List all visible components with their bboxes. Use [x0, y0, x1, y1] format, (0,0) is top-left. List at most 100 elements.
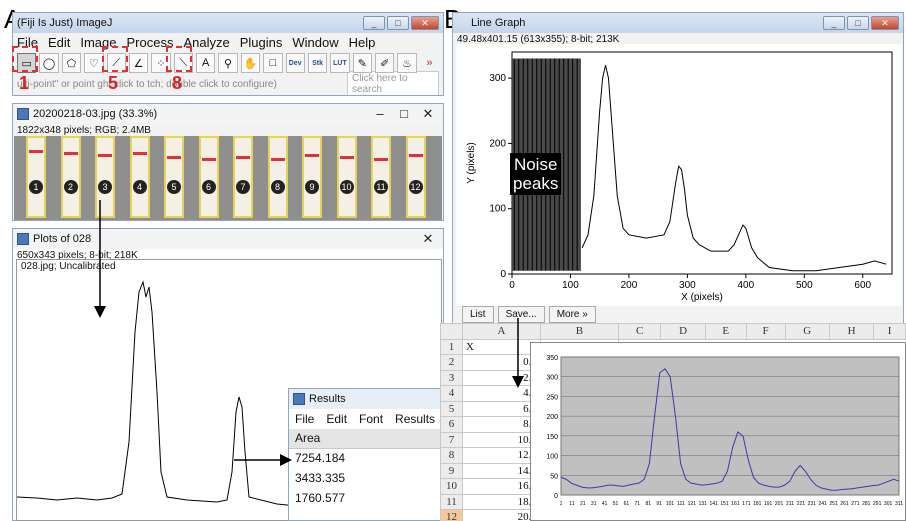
column-header[interactable]: [440, 323, 463, 340]
search-input[interactable]: Click here to search: [347, 71, 439, 95]
spreadsheet-cell[interactable]: 0.5: [462, 354, 541, 371]
column-header[interactable]: G: [784, 323, 830, 340]
multipoint-tool-icon[interactable]: ⁘: [151, 53, 171, 73]
column-header[interactable]: B: [539, 323, 619, 340]
maximize-button[interactable]: □: [387, 16, 409, 30]
image-window-title: 20200218-03.jpg (33.3%): [33, 108, 158, 120]
list-button[interactable]: List: [462, 306, 494, 323]
column-header[interactable]: H: [828, 323, 875, 340]
row-header[interactable]: 7: [440, 431, 463, 448]
callout-box-rectangle: [12, 46, 38, 72]
column-header[interactable]: C: [617, 323, 662, 340]
imagej-title: (Fiji Is Just) ImageJ: [17, 17, 113, 29]
spreadsheet-cell[interactable]: 12.5: [462, 447, 541, 464]
freehand-tool-icon[interactable]: ♡: [84, 53, 104, 73]
close-icon[interactable]: ✕: [422, 106, 434, 121]
flood-fill-tool-icon[interactable]: ♨: [397, 53, 417, 73]
line-tool-icon[interactable]: ⟋: [106, 53, 126, 73]
menu-analyze[interactable]: Analyze: [183, 34, 230, 50]
results-menu-file[interactable]: File: [295, 412, 315, 426]
menu-help[interactable]: Help: [348, 34, 376, 50]
spreadsheet-cell[interactable]: 4.5: [462, 385, 541, 402]
maximize-button[interactable]: □: [847, 16, 869, 30]
y-tick-label: 300: [489, 73, 506, 84]
row-header[interactable]: 6: [440, 416, 463, 433]
spreadsheet-cell[interactable]: X: [462, 338, 541, 355]
column-header[interactable]: A: [462, 323, 541, 340]
text-tool-icon[interactable]: A: [196, 53, 216, 73]
column-header[interactable]: I: [873, 323, 906, 340]
spreadsheet-cell[interactable]: 20.5: [462, 509, 541, 521]
plot-subtitle: 028.jpg; Uncalibrated: [21, 261, 116, 272]
row-header[interactable]: 10: [440, 478, 463, 495]
results-column-header[interactable]: Area: [289, 429, 443, 449]
dev-tool-icon[interactable]: Dev: [285, 53, 305, 73]
test-line-band: [167, 156, 181, 159]
row-header[interactable]: 12: [440, 509, 463, 521]
results-menu-results[interactable]: Results: [395, 412, 436, 426]
image-icon: [17, 108, 29, 120]
wand-tool-icon[interactable]: ⟍: [173, 53, 193, 73]
maximize-icon[interactable]: □: [400, 106, 408, 121]
column-header[interactable]: F: [745, 323, 786, 340]
results-row[interactable]: 3433.335: [289, 469, 443, 489]
spreadsheet-cell[interactable]: 14.5: [462, 462, 541, 479]
row-header[interactable]: 11: [440, 493, 463, 510]
menu-process[interactable]: Process: [126, 34, 174, 50]
stk-tool-icon[interactable]: Stk: [307, 53, 328, 73]
close-button[interactable]: ✕: [871, 16, 899, 30]
menu-edit[interactable]: Edit: [47, 34, 71, 50]
more-button[interactable]: More »: [548, 306, 596, 323]
spreadsheet-cell[interactable]: 8.5: [462, 416, 541, 433]
menu-image[interactable]: Image: [80, 34, 117, 50]
spreadsheet-cell[interactable]: 16.5: [462, 478, 541, 495]
results-row[interactable]: 7254.184: [289, 449, 443, 469]
angle-tool-icon[interactable]: ∠: [128, 53, 149, 73]
column-header[interactable]: E: [704, 323, 747, 340]
row-header[interactable]: 2: [440, 354, 463, 371]
results-row[interactable]: 1760.577: [289, 489, 443, 509]
polygon-tool-icon[interactable]: ⬠: [61, 53, 82, 73]
spreadsheet-cell[interactable]: 18.5: [462, 493, 541, 510]
row-header[interactable]: 9: [440, 462, 463, 479]
spreadsheet-cell[interactable]: 2.5: [462, 369, 541, 386]
hand-tool-icon[interactable]: ✋: [240, 53, 261, 73]
excel-x-tick-label: 71: [635, 501, 641, 507]
test-strip-image[interactable]: 1 2 3 4 5 6 7 8 9 10 11 12: [14, 136, 442, 220]
results-menu-font[interactable]: Font: [359, 412, 384, 426]
row-header[interactable]: 5: [440, 400, 463, 417]
row-header[interactable]: 3: [440, 369, 463, 386]
lut-tool-icon[interactable]: LUT: [330, 53, 350, 73]
strip-number: 1: [29, 180, 43, 194]
menu-file[interactable]: File: [17, 34, 38, 50]
minimize-button[interactable]: _: [823, 16, 845, 30]
strip-number: 9: [305, 180, 319, 194]
row-header[interactable]: 4: [440, 385, 463, 402]
minimize-button[interactable]: _: [363, 16, 385, 30]
excel-x-tick-label: 31: [591, 501, 597, 507]
y-tick-label: 100: [489, 204, 506, 215]
save-button[interactable]: Save...: [497, 306, 545, 323]
test-line-band: [305, 154, 319, 157]
close-button[interactable]: ✕: [411, 16, 439, 30]
pencil-tool-icon[interactable]: ✎: [352, 53, 372, 73]
minimize-icon[interactable]: –: [376, 106, 384, 121]
close-icon[interactable]: ✕: [422, 231, 434, 246]
results-menu-edit[interactable]: Edit: [326, 412, 348, 426]
more-tools-icon[interactable]: »: [426, 57, 433, 69]
spreadsheet-cell[interactable]: 10.5: [462, 431, 541, 448]
x-tick-label: 0: [509, 280, 515, 291]
spreadsheet-cell[interactable]: 6.5: [462, 400, 541, 417]
magnifier-tool-icon[interactable]: ⚲: [218, 53, 238, 73]
row-header[interactable]: 8: [440, 447, 463, 464]
rectangle-tool-icon[interactable]: ▭: [17, 53, 37, 73]
imagej-status-bar: ulti-point" or point ght click to tch; d…: [13, 71, 443, 95]
excel-y-tick-label: 200: [546, 414, 558, 421]
menu-window[interactable]: Window: [292, 34, 339, 50]
column-header[interactable]: D: [660, 323, 706, 340]
color-picker-tool-icon[interactable]: □: [263, 53, 283, 73]
brush-tool-icon[interactable]: ✐: [375, 53, 395, 73]
menu-plugins[interactable]: Plugins: [239, 34, 283, 50]
row-header[interactable]: 1: [440, 338, 463, 355]
oval-tool-icon[interactable]: ◯: [39, 53, 59, 73]
